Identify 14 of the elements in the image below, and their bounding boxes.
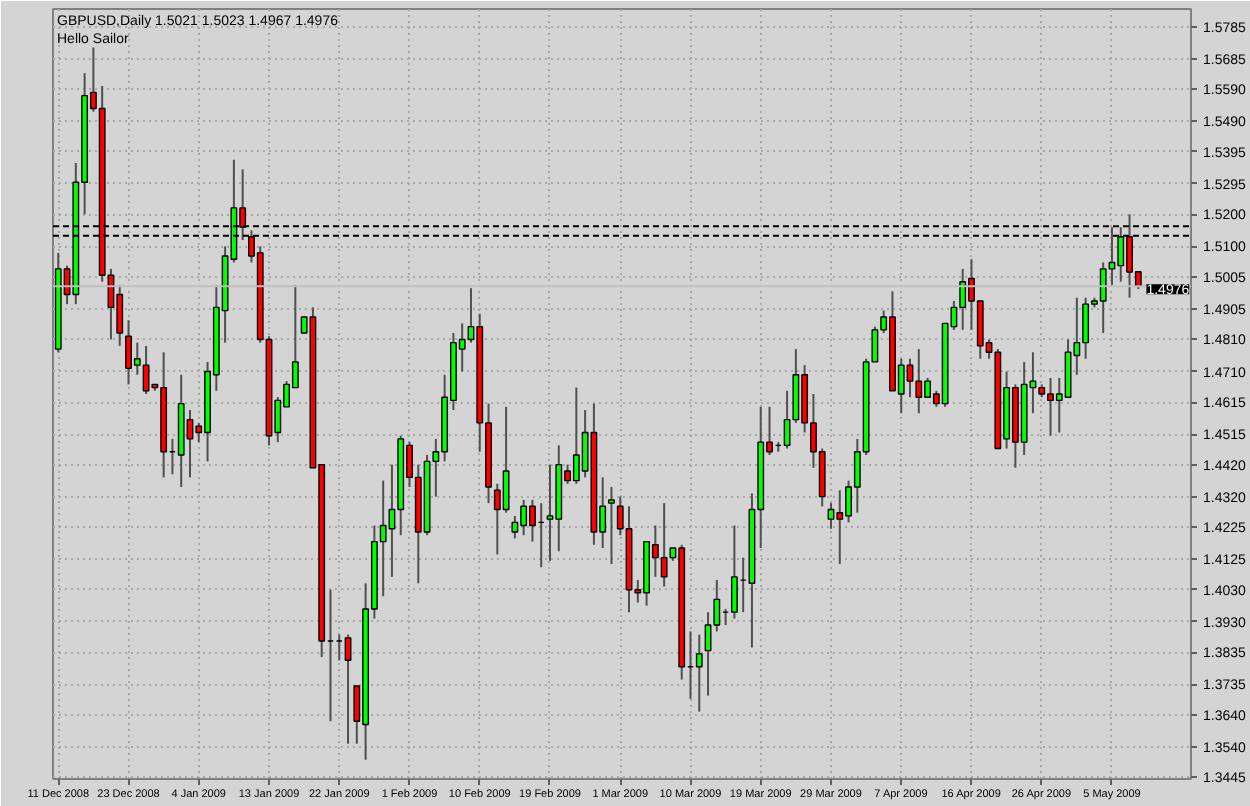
candlestick [116,283,124,347]
candlestick [186,409,194,479]
candlestick [511,514,519,540]
candlestick [827,502,835,530]
candlestick [915,348,923,415]
candlestick [546,463,554,562]
candlestick [695,633,703,713]
candlestick [1099,261,1107,335]
candlestick [660,502,668,588]
candlestick [906,357,914,399]
candlestick [502,405,510,514]
candlestick [730,524,738,620]
candlestick [836,489,844,566]
candlestick [608,486,615,566]
